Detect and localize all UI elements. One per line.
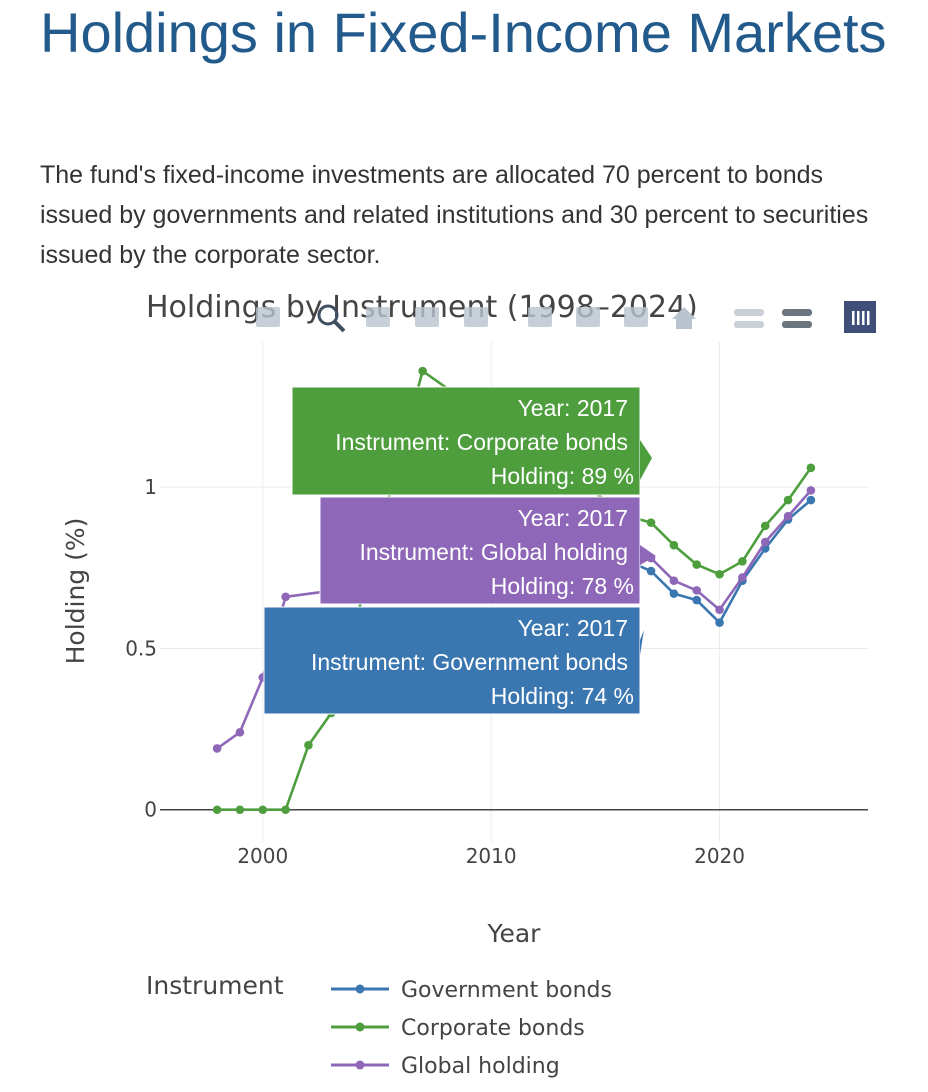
tooltip-line: Year: 2017 xyxy=(518,505,628,531)
tooltip-line: Holding: 89 % xyxy=(491,463,634,489)
data-point-corporate-bonds[interactable] xyxy=(715,569,724,579)
axes: 2000 2010 2020 0 0.5 1 xyxy=(125,475,745,868)
data-point-global-holding[interactable] xyxy=(692,586,702,595)
data-point-corporate-bonds[interactable] xyxy=(646,518,656,527)
legend-label: Corporate bonds xyxy=(401,1016,585,1041)
tooltip-global-holding: Year: 2017 Instrument: Global holding Hold… xyxy=(319,496,656,605)
plotly-logo-icon[interactable] xyxy=(844,301,876,333)
pan-icon[interactable] xyxy=(366,307,390,327)
data-point-corporate-bonds[interactable] xyxy=(692,560,702,569)
data-point-corporate-bonds[interactable] xyxy=(669,540,679,550)
data-point-government-bonds[interactable] xyxy=(692,595,702,605)
intro-paragraph: The fund's fixed-income investments are … xyxy=(40,161,869,269)
data-point-government-bonds[interactable] xyxy=(669,589,679,598)
y-tick-label: 0 xyxy=(144,798,157,822)
legend-item-government-bonds[interactable]: Government bonds xyxy=(331,978,612,1003)
y-axis-title: Holding (%) xyxy=(61,518,90,665)
data-point-corporate-bonds[interactable] xyxy=(418,366,427,376)
tooltip-line: Year: 2017 xyxy=(518,615,628,641)
legend-marker xyxy=(355,1060,365,1070)
data-point-global-holding[interactable] xyxy=(783,511,793,521)
y-tick-label: 1 xyxy=(144,475,157,499)
legend-item-global-holding[interactable]: Global holding xyxy=(331,1054,560,1079)
lasso-icon[interactable] xyxy=(464,307,488,327)
data-point-global-holding[interactable] xyxy=(212,744,222,753)
data-point-corporate-bonds[interactable] xyxy=(760,521,770,531)
data-point-global-holding[interactable] xyxy=(738,573,747,582)
legend-marker xyxy=(355,1022,365,1032)
zoom-in-icon[interactable] xyxy=(528,307,552,327)
data-point-global-holding[interactable] xyxy=(760,537,770,547)
legend-item-corporate-bonds[interactable]: Corporate bonds xyxy=(331,1016,585,1041)
data-point-corporate-bonds[interactable] xyxy=(258,805,268,815)
data-point-global-holding[interactable] xyxy=(669,576,679,586)
camera-icon[interactable] xyxy=(256,307,280,327)
data-point-government-bonds[interactable] xyxy=(646,566,656,576)
spike-lines-icon[interactable] xyxy=(734,309,764,328)
hover-tooltips: Year: 2017 Instrument: Corporate bonds Hol… xyxy=(263,386,656,715)
data-point-corporate-bonds[interactable] xyxy=(235,805,245,815)
x-tick-label: 2000 xyxy=(237,844,288,868)
x-tick-label: 2020 xyxy=(694,844,745,868)
data-point-corporate-bonds[interactable] xyxy=(783,495,793,505)
legend-marker xyxy=(355,984,365,994)
zoom-out-icon[interactable] xyxy=(576,307,600,327)
tooltip-corporate-bonds: Year: 2017 Instrument: Corporate bonds Hol… xyxy=(291,386,652,496)
box-select-icon[interactable] xyxy=(415,307,439,327)
autoscale-icon[interactable] xyxy=(624,307,648,327)
data-point-corporate-bonds[interactable] xyxy=(281,805,290,815)
data-point-corporate-bonds[interactable] xyxy=(304,740,313,750)
tooltip-line: Holding: 78 % xyxy=(491,573,634,599)
page-title: Holdings in Fixed-Income Markets xyxy=(40,1,887,64)
data-point-global-holding[interactable] xyxy=(806,486,816,495)
legend[interactable]: Instrument Government bonds Corporate bon… xyxy=(146,971,612,1079)
y-tick-label: 0.5 xyxy=(125,636,157,660)
modebar[interactable] xyxy=(256,301,876,333)
tooltip-line: Instrument: Corporate bonds xyxy=(335,429,628,455)
zoom-icon[interactable] xyxy=(317,304,346,333)
legend-label: Global holding xyxy=(401,1054,560,1079)
data-point-corporate-bonds[interactable] xyxy=(738,557,747,566)
home-icon[interactable] xyxy=(672,307,696,329)
tooltip-government-bonds: Year: 2017 Instrument: Government bonds Ho… xyxy=(263,606,644,715)
x-axis-title: Year xyxy=(487,919,542,948)
tooltip-line: Holding: 74 % xyxy=(491,683,634,709)
legend-label: Government bonds xyxy=(401,978,612,1003)
data-point-global-holding[interactable] xyxy=(715,605,724,615)
tooltip-line: Instrument: Global holding xyxy=(360,539,629,565)
data-point-corporate-bonds[interactable] xyxy=(806,463,816,473)
tooltip-line: Year: 2017 xyxy=(518,395,628,421)
data-point-corporate-bonds[interactable] xyxy=(212,805,222,815)
tooltip-line: Instrument: Government bonds xyxy=(311,649,628,675)
compare-hover-icon[interactable] xyxy=(782,309,812,328)
x-tick-label: 2010 xyxy=(466,844,517,868)
data-point-global-holding[interactable] xyxy=(281,592,290,602)
legend-title: Instrument xyxy=(146,971,284,1000)
data-point-government-bonds[interactable] xyxy=(715,618,724,627)
data-point-global-holding[interactable] xyxy=(235,728,245,737)
data-point-government-bonds[interactable] xyxy=(806,495,816,505)
